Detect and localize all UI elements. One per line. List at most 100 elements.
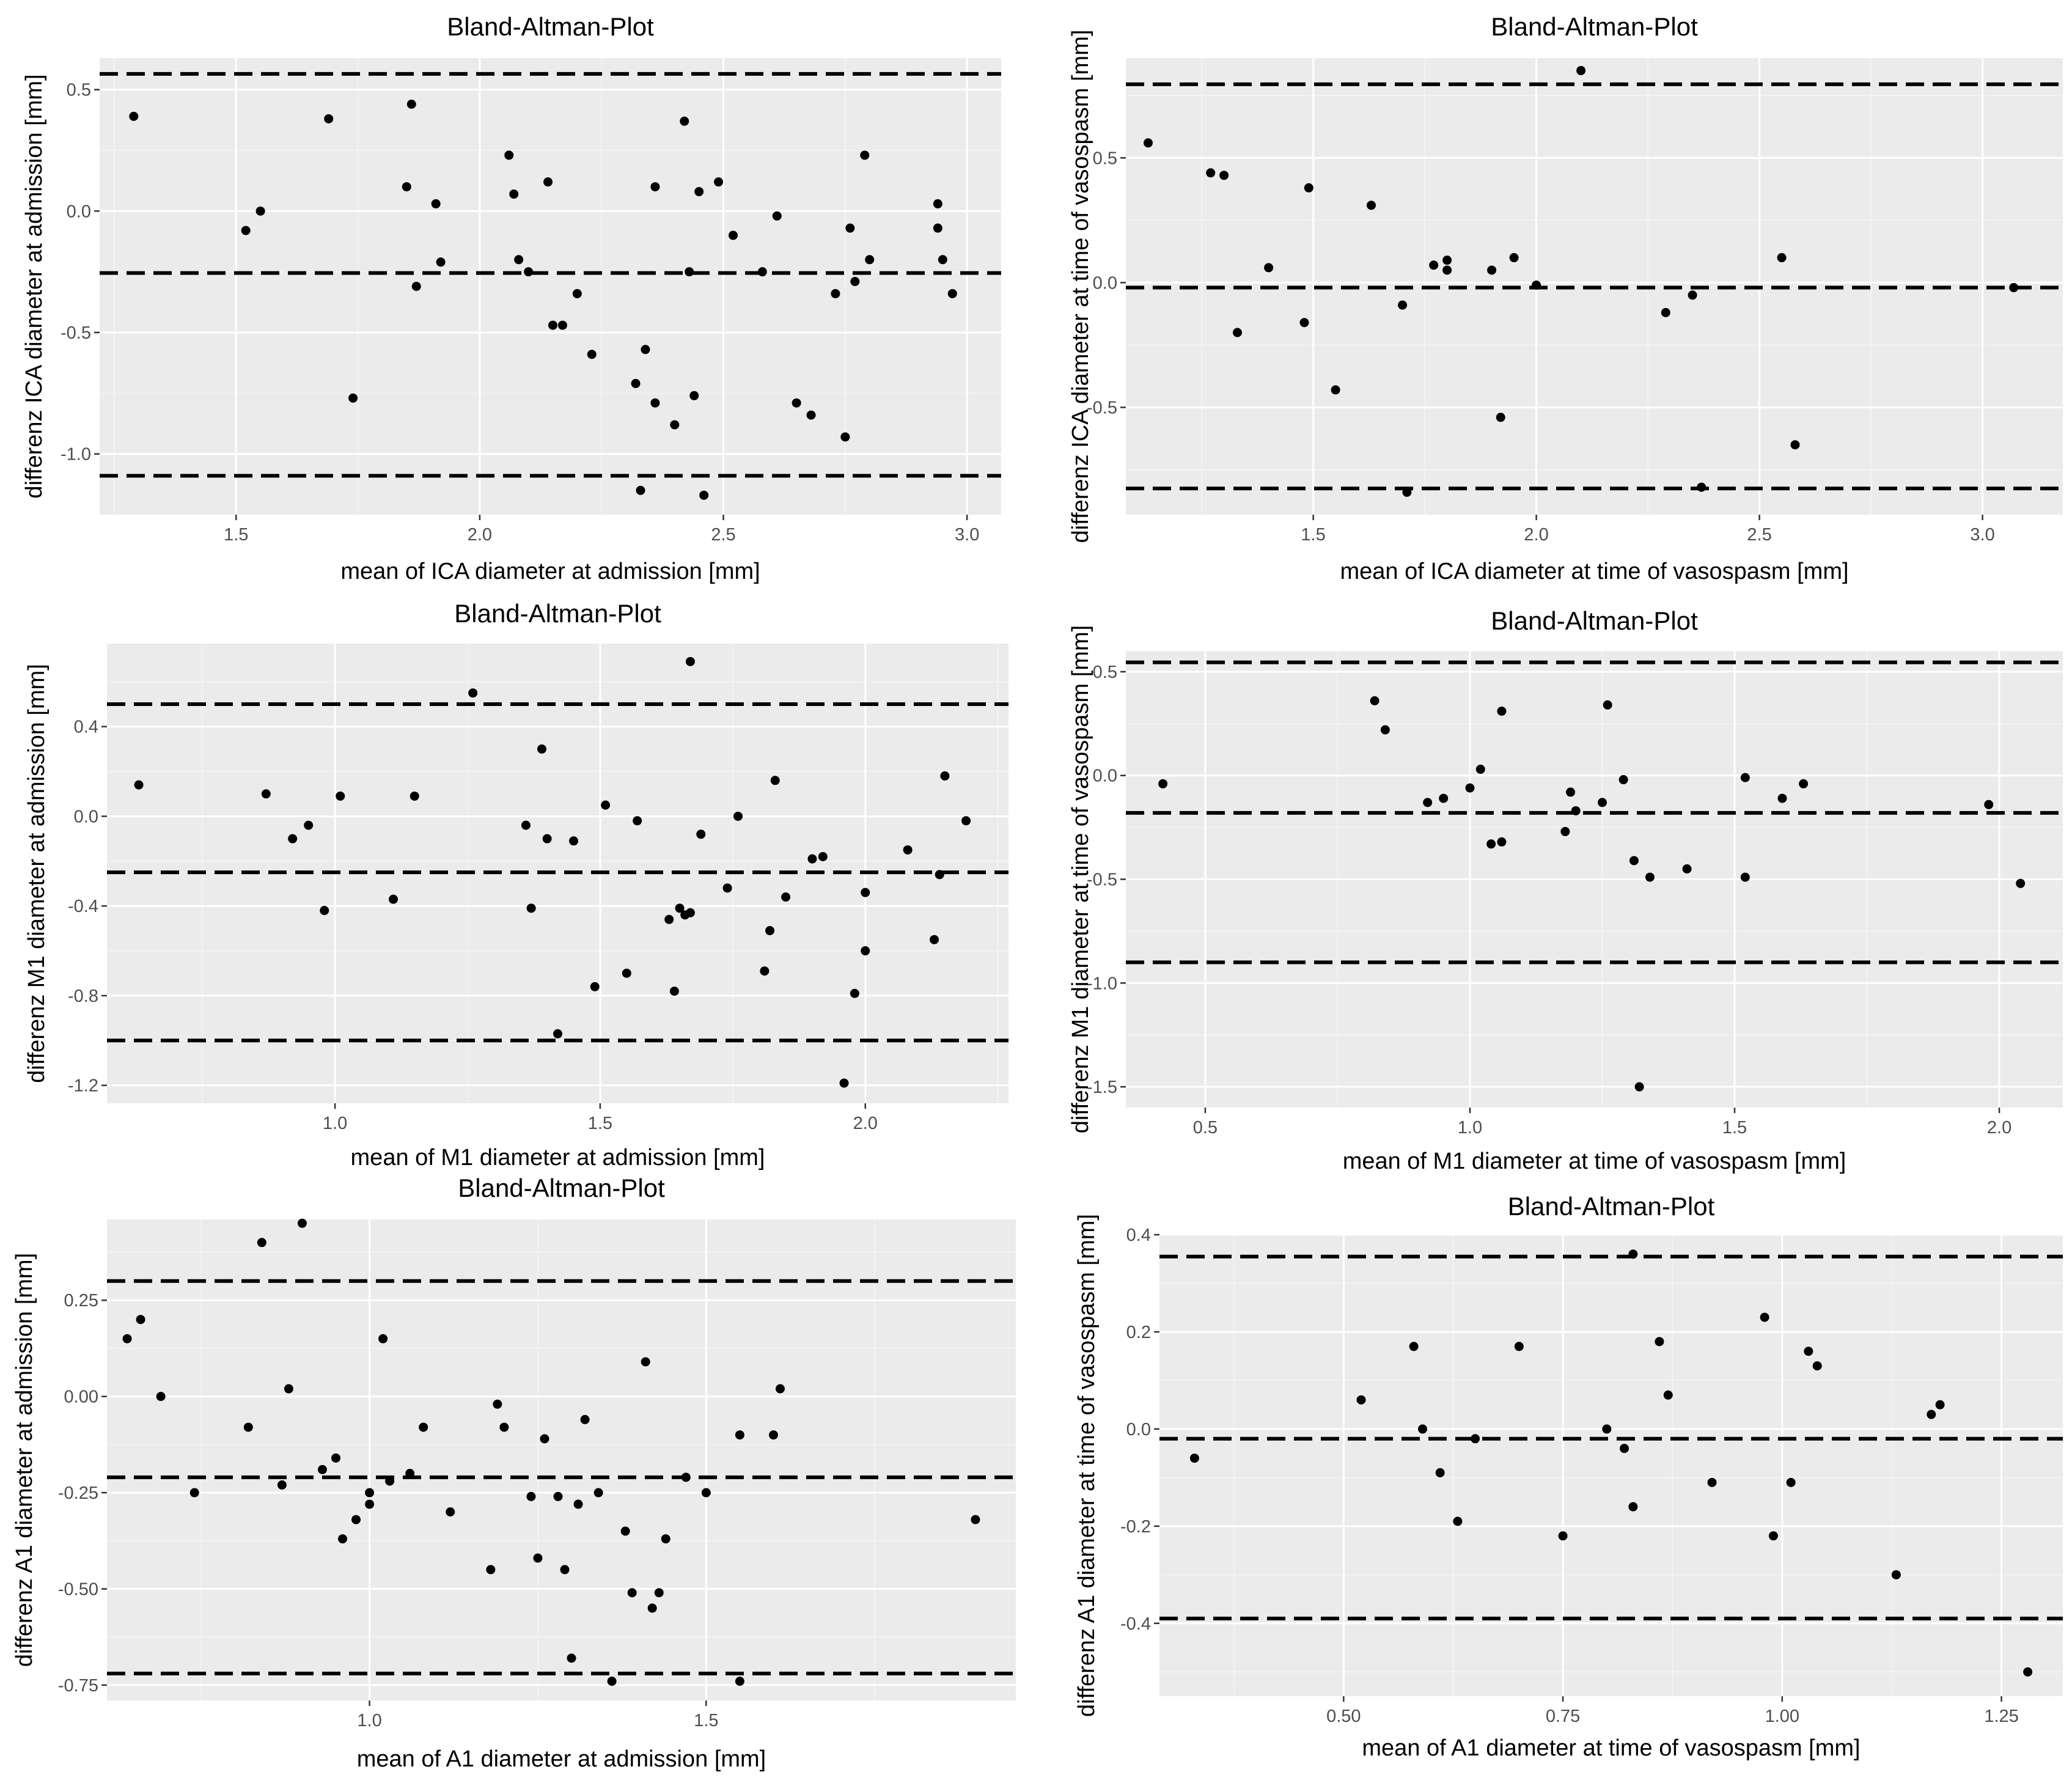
data-point (903, 845, 913, 855)
data-point (818, 851, 828, 861)
plot-background (107, 1219, 1016, 1700)
data-point (1566, 787, 1576, 797)
data-point (689, 391, 699, 400)
y-axis-label: differenz A1 diameter at admission [mm] (12, 1253, 37, 1667)
y-tick-label: -0.8 (68, 987, 98, 1006)
data-point (1935, 1400, 1945, 1410)
data-point (701, 1488, 711, 1498)
data-point (1760, 1312, 1769, 1322)
data-point (1984, 800, 1994, 809)
data-point (514, 255, 524, 265)
data-point (627, 1588, 637, 1598)
data-point (1661, 307, 1670, 317)
y-axis-label: differenz ICA diameter at admission [mm] (21, 74, 47, 498)
data-point (685, 656, 695, 666)
data-point (129, 111, 139, 121)
data-point (1417, 1424, 1427, 1434)
data-point (1812, 1361, 1822, 1371)
x-axis-label: mean of A1 diameter at admission [mm] (357, 1746, 766, 1772)
data-point (631, 378, 641, 388)
data-point (861, 888, 870, 897)
data-point (1304, 183, 1313, 193)
plot-panel-2: 1.5 2.0 2.5 3.0 0.5 0.0 -0.5 Bland-Altman-Plot m… (1068, 12, 2063, 584)
y-tick-label: -0.2 (1120, 1517, 1151, 1537)
data-point (1634, 1082, 1644, 1092)
y-tick-label: 0.0 (1093, 767, 1117, 786)
x-axis-label: mean of M1 diameter at time of vasospasm… (1343, 1149, 1846, 1174)
plot-background (100, 58, 1001, 515)
y-tick-label: 0.0 (1093, 273, 1117, 293)
x-tick-label: 1.5 (694, 1711, 718, 1730)
data-point (681, 1472, 691, 1482)
data-point (1560, 826, 1570, 836)
plot-title: Bland-Altman-Plot (458, 1174, 665, 1202)
data-point (284, 1384, 293, 1394)
x-tick-label: 3.0 (955, 525, 979, 545)
plot-title: Bland-Altman-Plot (1491, 606, 1698, 635)
data-point (122, 1334, 132, 1344)
x-tick-label: 1.0 (357, 1711, 381, 1730)
y-tick-label: -1.0 (1087, 974, 1117, 993)
x-tick-label: 0.75 (1546, 1707, 1580, 1726)
data-point (1740, 872, 1750, 882)
data-point (548, 320, 557, 330)
y-tick-label: -1.5 (1087, 1078, 1117, 1097)
data-point (607, 1677, 617, 1686)
data-point (669, 987, 679, 996)
x-tick-label: 1.00 (1765, 1707, 1799, 1726)
data-point (277, 1480, 287, 1490)
y-tick-label: 0.5 (1093, 663, 1117, 682)
data-point (1442, 265, 1452, 275)
data-point (1442, 256, 1452, 265)
data-point (850, 988, 859, 998)
data-point (860, 150, 870, 160)
data-point (735, 1430, 744, 1440)
x-tick-label: 1.0 (323, 1114, 347, 1133)
data-point (243, 1422, 253, 1432)
y-tick-label: 0.0 (1126, 1420, 1151, 1439)
x-tick-label: 1.0 (1458, 1118, 1482, 1138)
data-point (1799, 779, 1809, 789)
y-tick-label: 0.0 (67, 202, 91, 221)
y-tick-label: -0.25 (58, 1483, 98, 1503)
data-point (365, 1488, 375, 1498)
data-point (865, 255, 875, 265)
data-point (410, 791, 419, 801)
data-point (1158, 779, 1168, 789)
data-point (255, 206, 265, 216)
data-point (1558, 1531, 1568, 1541)
data-point (1423, 798, 1433, 807)
data-point (1471, 1434, 1480, 1444)
x-axis-label: mean of M1 diameter at admission [mm] (351, 1145, 765, 1171)
x-tick-label: 2.0 (1524, 525, 1548, 545)
data-point (593, 1488, 603, 1498)
data-point (378, 1334, 388, 1344)
y-tick-label: 0.5 (1093, 149, 1117, 168)
x-tick-label: 2.0 (468, 525, 492, 545)
data-point (664, 914, 674, 924)
data-point (405, 1469, 415, 1479)
data-point (1602, 1424, 1612, 1434)
data-point (419, 1422, 428, 1432)
x-tick-label: 0.5 (1193, 1118, 1218, 1138)
data-point (1264, 263, 1274, 273)
data-point (807, 854, 817, 864)
data-point (406, 99, 416, 109)
y-tick-label: -0.50 (58, 1579, 98, 1599)
data-point (499, 1422, 509, 1432)
data-point (781, 892, 791, 902)
y-tick-label: -0.5 (1087, 870, 1117, 890)
plot-panel-1: 1.5 2.0 2.5 3.0 0.5 0.0 -0.5 -1.0 Bland-Altman-P… (21, 12, 1001, 584)
y-tick-label: 0.5 (67, 81, 91, 100)
data-point (1628, 1502, 1638, 1512)
data-point (1891, 1570, 1901, 1579)
y-tick-label: 0.4 (74, 718, 98, 737)
data-point (839, 1078, 849, 1088)
data-point (1645, 872, 1655, 882)
data-point (696, 829, 706, 839)
data-point (1465, 783, 1475, 793)
data-point (1487, 265, 1497, 275)
data-point (2023, 1667, 2033, 1677)
data-point (770, 776, 780, 785)
